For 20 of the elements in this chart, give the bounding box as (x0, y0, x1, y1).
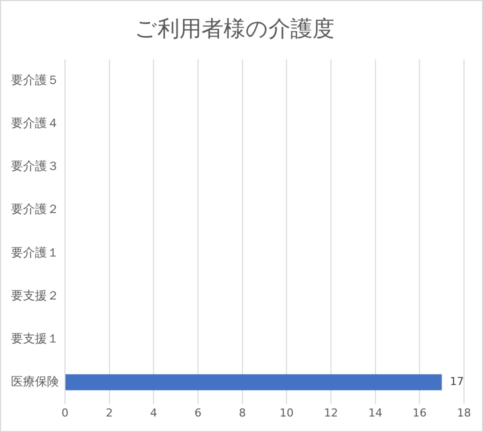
data-label: 17 (450, 375, 464, 388)
x-tick-label: 0 (62, 406, 68, 420)
y-tick-label: 要支援１ (11, 331, 59, 346)
x-tick-label: 8 (238, 406, 246, 420)
y-tick-label: 要介護４ (11, 116, 59, 130)
x-tick-label: 4 (150, 406, 158, 420)
x-tick-label: 14 (368, 406, 382, 420)
x-tick-label: 6 (194, 406, 202, 420)
y-tick-label: 要介護２ (11, 202, 59, 216)
y-tick-label: 要介護１ (11, 245, 59, 260)
y-tick-label: 要支援２ (11, 288, 59, 302)
y-tick-label: 要介護５ (11, 73, 59, 88)
x-tick-label: 12 (324, 406, 338, 420)
x-tick-label: 18 (457, 406, 471, 420)
x-tick-label: 2 (106, 406, 113, 420)
x-tick-label: 16 (412, 406, 427, 420)
y-tick-label: 要介護３ (11, 159, 59, 174)
x-tick-label: 10 (280, 406, 294, 420)
y-tick-label: 医療保険 (11, 374, 59, 388)
chart-title: ご利用者様の介護度 (134, 16, 334, 42)
